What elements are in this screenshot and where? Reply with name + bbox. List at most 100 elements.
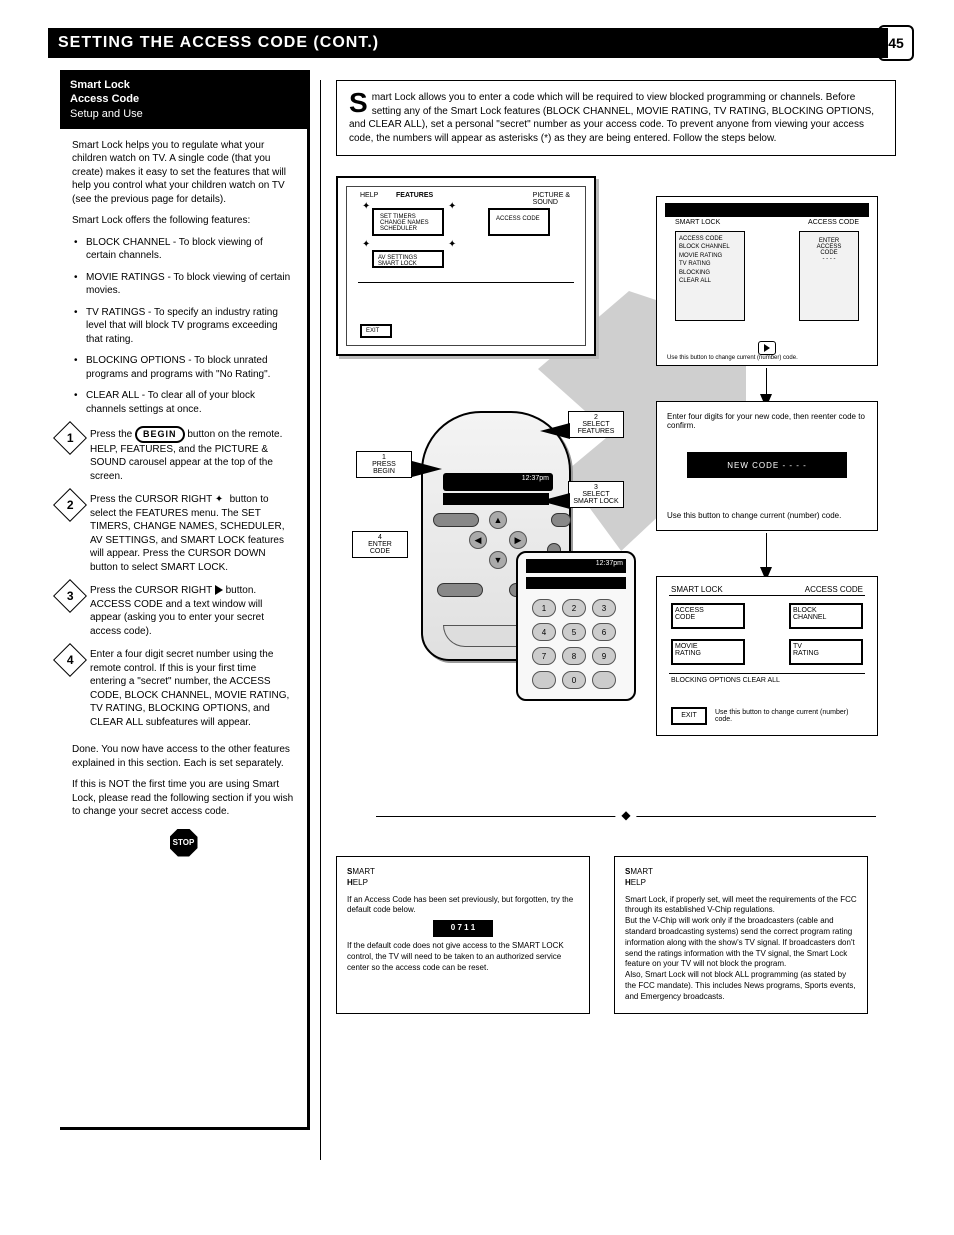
page-number: 45 [888,35,904,51]
feature-item: CLEAR ALL - To clear all of your block c… [72,389,295,416]
begin-pill: BEGIN [135,426,185,442]
main-column: S mart Lock allows you to enter a code w… [336,80,896,826]
remote-pill-l[interactable] [433,513,479,527]
tv1-exit: EXIT [366,328,379,334]
feature-item: BLOCKING OPTIONS - To block unrated prog… [72,354,295,381]
key-5[interactable]: 5 [562,623,586,641]
pointer-box-1: 1PRESSBEGIN [356,451,412,478]
dropcap: S [349,91,372,115]
step-2: 2 Press the CURSOR RIGHT button to selec… [72,493,295,574]
panel1-mini-l: ACCESS CODEBLOCK CHANNELMOVIE RATINGTV R… [675,231,745,321]
sidebar: Smart Lock Access Code Setup and Use Sma… [60,70,310,1130]
step-diamond-2: 2 [53,488,87,522]
dpad-right[interactable]: ▶ [509,531,527,549]
sidebar-title-2: Access Code [70,93,139,105]
panel1-play-icon [758,341,776,355]
dpad-down[interactable]: ▼ [489,551,507,569]
remote-pill-b1[interactable] [437,583,483,597]
stop-icon: STOP [170,829,198,857]
key-3[interactable]: 3 [592,599,616,617]
remote-bar [443,493,549,505]
pointer-box-2: 2SELECTFEATURES [568,411,624,438]
done-text-b: If this is NOT the first time you are us… [72,778,295,819]
step2-text-b: button to select the FEATURES menu. The … [90,494,284,573]
sidebar-intro: Smart Lock helps you to regulate what yo… [72,139,295,207]
sidebar-header: Smart Lock Access Code Setup and Use [60,70,307,129]
step4-text: Enter a four digit secret number using t… [90,649,289,728]
panel3-rule [669,595,865,596]
key-6[interactable]: 6 [592,623,616,641]
sidebar-body: Smart Lock helps you to regulate what yo… [60,129,307,869]
panel-newcode: Enter four digits for your new code, the… [656,401,878,531]
bl-p1: If an Access Code has been set previousl… [347,895,579,917]
feature-item: TV RATINGS - To specify an industry rati… [72,306,295,347]
tv1-exit-box: EXIT [360,324,392,338]
panel3-hdr-l: SMART LOCK [671,585,723,594]
page-number-tab: 45 [878,25,914,61]
key-2[interactable]: 2 [562,599,586,617]
panel3-hdr-r: ACCESS CODE [805,585,863,594]
panel3-cell: MOVIERATING [671,639,745,665]
remote-pill-r[interactable] [551,513,571,527]
panel3-exit: EXIT [671,707,707,725]
key-blank[interactable] [532,671,556,689]
panel1-mini-r-text: ENTERACCESSCODE- - - - [800,232,858,268]
tv1-av: AV SETTINGSSMART LOCK [378,255,417,267]
step-diamond-1: 1 [53,421,87,455]
bottom-box-left: SMARTHELP If an Access Code has been set… [336,856,590,1014]
keypad-grid: 1 2 3 4 5 6 7 8 9 0 [532,599,616,689]
pointer-3 [540,493,570,509]
panel1-col-l: SMART LOCK [675,219,720,226]
key-1[interactable]: 1 [532,599,556,617]
stop-icon-wrap: STOP [72,829,295,857]
feature-item: BLOCK CHANNEL - To block viewing of cert… [72,236,295,263]
sidebar-subtitle: Setup and Use [70,108,143,120]
panel1-mini-r: ENTERACCESSCODE- - - - [799,231,859,321]
step-3: 3 Press the CURSOR RIGHT button. ACCESS … [72,584,295,638]
key-0[interactable]: 0 [562,671,586,689]
dpad-left[interactable]: ◀ [469,531,487,549]
panel-grid: SMART LOCK ACCESS CODE ACCESSCODE BLOCKC… [656,576,878,736]
step-4: 4 Enter a four digit secret number using… [72,648,295,729]
tv1-rule [358,282,574,283]
sidebar-title-1: Smart Lock [70,79,130,91]
remote-illustration: 12:37pm ▲ ▼ ◀ ▶ 1PRESSBEGIN 2SELECTFE [366,411,616,721]
dpad-up[interactable]: ▲ [489,511,507,529]
key-9[interactable]: 9 [592,647,616,665]
step-diamond-3: 3 [53,579,87,613]
sidebar-features-lead: Smart Lock offers the following features… [72,214,295,228]
br-p1: Smart Lock, if properly set, will meet t… [625,895,857,917]
key-4[interactable]: 4 [532,623,556,641]
bl-p2: If the default code does not give access… [347,941,579,973]
sparkle-icon: ✦ [448,240,456,250]
pointer-1 [412,461,442,477]
remote-screen: 12:37pm [443,473,553,491]
br-p3: Also, Smart Lock will not block ALL prog… [625,970,857,1002]
panel1-mini-l-text: ACCESS CODEBLOCK CHANNELMOVIE RATINGTV R… [676,232,744,288]
tv1-features: FEATURES [396,192,433,199]
default-code: 0 7 1 1 [433,920,493,937]
panel2-line1: Enter four digits for your new code, the… [667,412,867,430]
play-icon [215,585,223,595]
panel3-cell: ACCESSCODE [671,603,745,629]
done-text-a: Done. You now have access to the other f… [72,743,295,770]
page-header: SETTING THE ACCESS CODE (CONT.) [48,28,888,58]
vertical-divider [320,80,321,1160]
key-8[interactable]: 8 [562,647,586,665]
panel3-cell: TVRATING [789,639,863,665]
bl-hdr: SMARTHELP [347,867,579,889]
keypad-screen: 12:37pm [526,559,626,573]
key-7[interactable]: 7 [532,647,556,665]
tv1-access-box: ACCESS CODE [488,208,550,236]
intro-box: S mart Lock allows you to enter a code w… [336,80,896,156]
sidebar-features-list: BLOCK CHANNEL - To block viewing of cert… [72,236,295,417]
panel2-foot: Use this button to change current (numbe… [667,511,867,520]
arrow-line-2 [766,533,767,571]
sparkle-icon: ✦ [362,202,370,212]
br-p2: But the V-Chip will work only if the bro… [625,916,857,970]
remote-keypad: 12:37pm 1 2 3 4 5 6 7 8 9 0 [516,551,636,701]
tv-screen-1: HELP FEATURES PICTURE &SOUND ✦ ✦ ✦ ✦ SET… [336,176,596,356]
key-blank2[interactable] [592,671,616,689]
panel2-block: NEW CODE - - - - [687,452,847,478]
step-1: 1 Press the BEGIN Press the DDDDD button… [72,426,295,483]
